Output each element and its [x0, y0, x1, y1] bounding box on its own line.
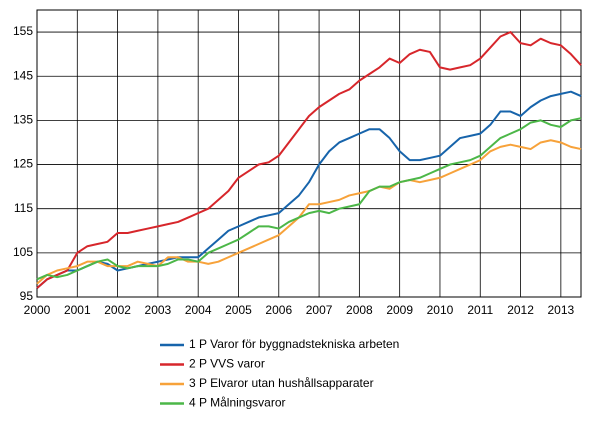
y-tick-label: 145 [13, 68, 33, 82]
x-tick-label: 2011 [467, 303, 493, 317]
series-line [36, 117, 582, 281]
y-tick-label: 125 [13, 157, 33, 171]
x-tick-label: 2005 [225, 303, 252, 317]
plot-border [36, 9, 582, 298]
x-tick-label: 2009 [386, 303, 413, 317]
x-tick-label: 2012 [507, 303, 534, 317]
x-tick-label: 2003 [145, 303, 172, 317]
x-tick-label: 2013 [548, 303, 575, 317]
legend-label: 2 P VVS varor [189, 357, 265, 371]
legend-label: 1 P Varor för byggnadstekniska arbeten [189, 337, 399, 351]
legend-label: 4 P Målningsvaror [189, 396, 286, 410]
legend-label: 3 P Elvaror utan hushållsapparater [189, 376, 374, 390]
x-tick-label: 2010 [427, 303, 454, 317]
y-tick-label: 115 [14, 201, 33, 215]
y-tick-label: 155 [13, 24, 33, 38]
y-tick-label: 105 [13, 245, 33, 259]
series-line [36, 139, 582, 285]
y-tick-label: 95 [20, 289, 34, 303]
x-tick-label: 2007 [306, 303, 333, 317]
series-line [36, 90, 582, 289]
series-line [36, 31, 582, 289]
x-tick-label: 2004 [185, 303, 212, 317]
x-tick-label: 2001 [64, 303, 91, 317]
x-tick-label: 2008 [346, 303, 373, 317]
y-tick-label: 135 [13, 113, 33, 127]
x-tick-label: 2002 [104, 303, 131, 317]
x-tick-label: 2006 [265, 303, 292, 317]
x-tick-label: 2000 [24, 303, 51, 317]
